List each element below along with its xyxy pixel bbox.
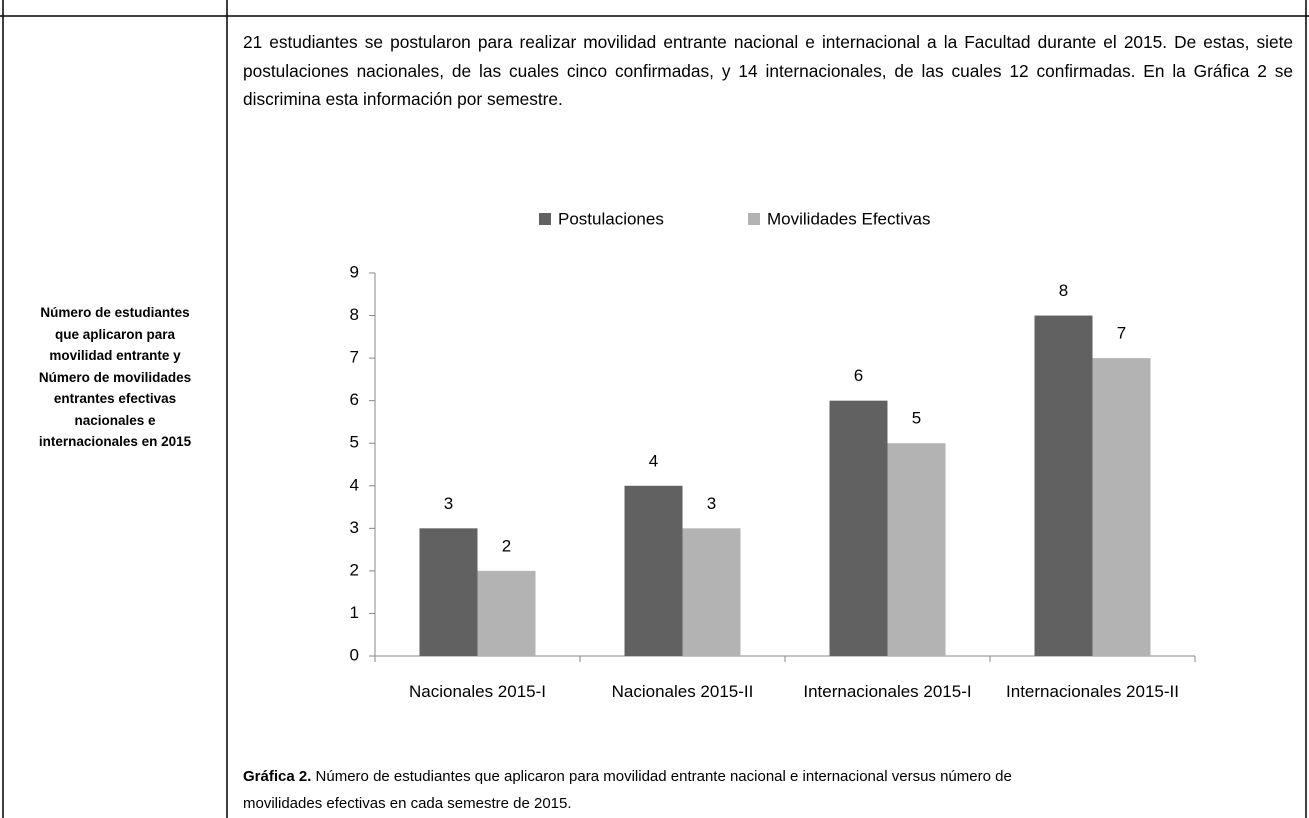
y-tick-label: 0 xyxy=(350,645,359,664)
bar xyxy=(1092,358,1151,656)
bar xyxy=(829,400,888,656)
bar xyxy=(624,485,683,656)
y-tick-label: 4 xyxy=(350,475,359,494)
y-tick-label: 1 xyxy=(350,603,359,622)
legend-label: Postulaciones xyxy=(558,209,664,228)
bar xyxy=(1034,315,1093,656)
bar xyxy=(419,528,478,656)
y-tick-label: 5 xyxy=(350,433,359,452)
value-label: 3 xyxy=(444,494,453,513)
bar xyxy=(887,443,946,656)
caption-text: Número de estudiantes que aplicaron para… xyxy=(243,768,1012,812)
x-tick-label: Nacionales 2015-II xyxy=(611,682,754,701)
bar xyxy=(682,528,741,656)
bar xyxy=(477,570,536,656)
y-tick-label: 7 xyxy=(350,348,359,367)
y-tick-label: 3 xyxy=(350,518,359,537)
y-tick-label: 6 xyxy=(350,390,359,409)
value-label: 3 xyxy=(707,494,716,513)
value-label: 8 xyxy=(1059,281,1068,300)
value-label: 5 xyxy=(912,409,921,428)
x-tick-label: Internacionales 2015-II xyxy=(1006,682,1179,701)
legend-label: Movilidades Efectivas xyxy=(767,209,930,228)
caption: Gráfica 2. Número de estudiantes que apl… xyxy=(243,763,1073,817)
y-tick-label: 9 xyxy=(350,262,359,281)
y-tick-label: 8 xyxy=(350,305,359,324)
value-label: 4 xyxy=(649,451,658,470)
row-label: Número de estudiantes que aplicaron para… xyxy=(38,305,192,449)
legend-swatch xyxy=(748,213,760,225)
paragraph: 21 estudiantes se postularon para realiz… xyxy=(243,32,1293,109)
value-label: 6 xyxy=(854,366,863,385)
value-label: 2 xyxy=(502,536,511,555)
value-label: 7 xyxy=(1117,324,1126,343)
legend-swatch xyxy=(539,213,551,225)
x-tick-label: Nacionales 2015-I xyxy=(408,682,547,701)
caption-label: Gráfica 2. xyxy=(243,768,312,785)
y-tick-label: 2 xyxy=(350,560,359,579)
x-tick-label: Internacionales 2015-I xyxy=(803,682,972,701)
